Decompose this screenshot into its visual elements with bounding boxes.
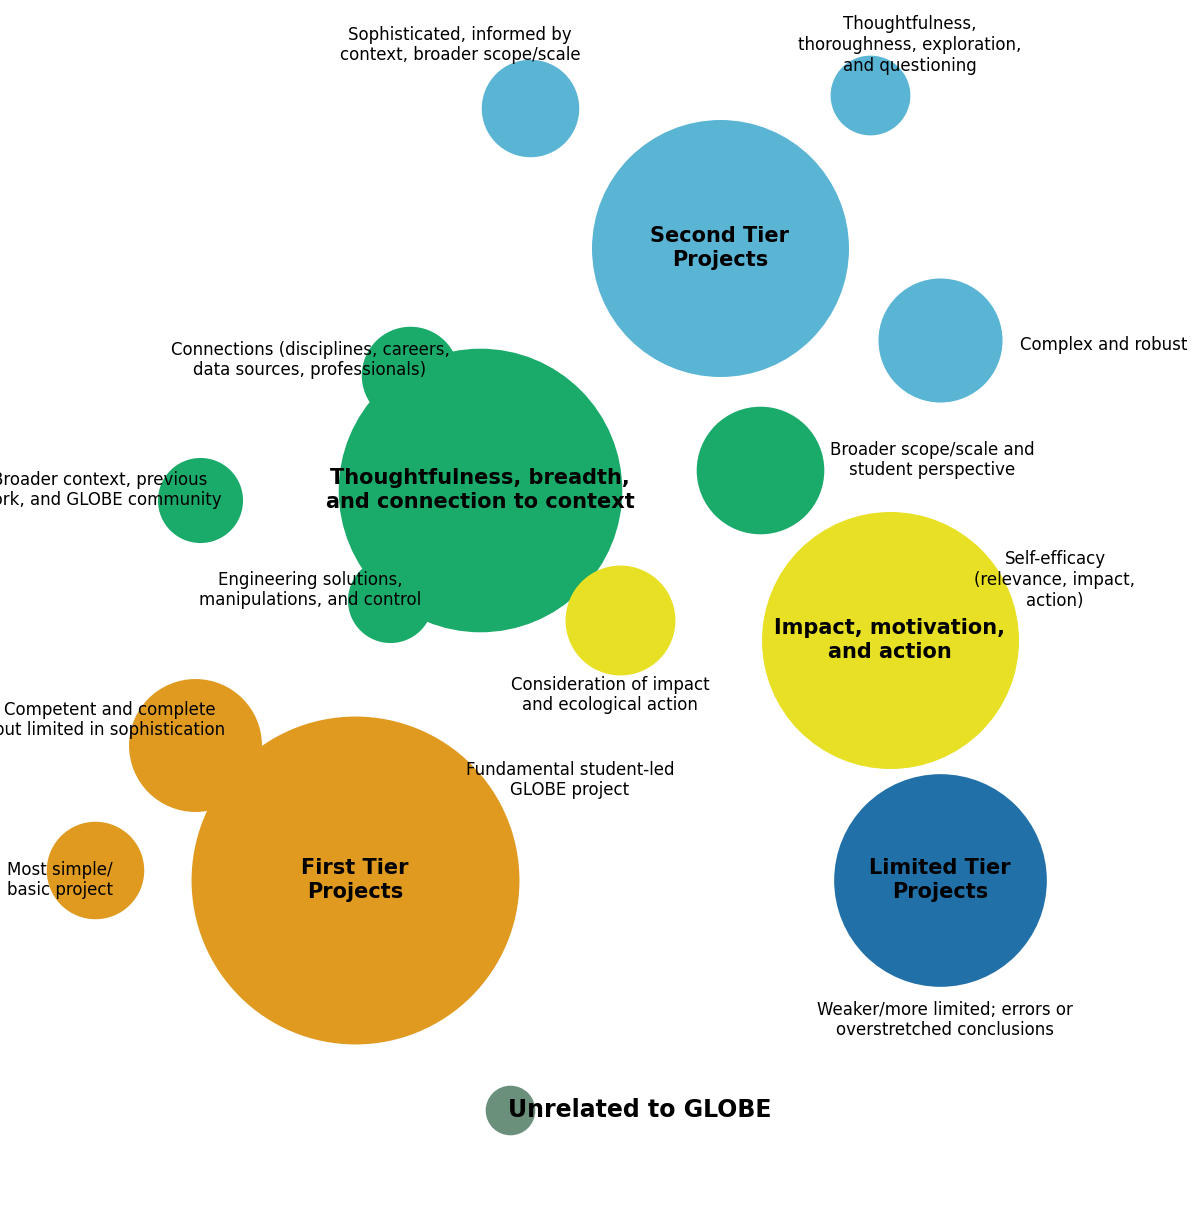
Text: Broader context, previous
work, and GLOBE community: Broader context, previous work, and GLOB… [0, 470, 221, 509]
Text: Sophisticated, informed by
context, broader scope/scale: Sophisticated, informed by context, broa… [340, 25, 581, 64]
Point [710, 239, 730, 258]
Text: Most simple/
basic project: Most simple/ basic project [7, 861, 113, 900]
Point [930, 871, 949, 890]
Point [401, 365, 420, 385]
Point [191, 491, 210, 510]
Point [346, 871, 365, 890]
Text: Unrelated to GLOBE: Unrelated to GLOBE [509, 1097, 772, 1122]
Text: Complex and robust: Complex and robust [1020, 336, 1187, 355]
Text: Impact, motivation,
and action: Impact, motivation, and action [774, 619, 1006, 662]
Point [521, 99, 540, 118]
Point [750, 461, 769, 480]
Text: Thoughtfulness,
thoroughness, exploration,
and questioning: Thoughtfulness, thoroughness, exploratio… [798, 16, 1021, 75]
Text: Second Tier
Projects: Second Tier Projects [650, 227, 790, 270]
Text: Competent and complete
but limited in sophistication: Competent and complete but limited in so… [0, 701, 226, 739]
Text: Consideration of impact
and ecological action: Consideration of impact and ecological a… [511, 675, 709, 714]
Point [500, 1100, 520, 1119]
Text: Engineering solutions,
manipulations, and control: Engineering solutions, manipulations, an… [199, 570, 421, 609]
Text: Broader scope/scale and
student perspective: Broader scope/scale and student perspect… [830, 440, 1034, 480]
Text: Thoughtfulness, breadth,
and connection to context: Thoughtfulness, breadth, and connection … [325, 468, 635, 511]
Text: Weaker/more limited; errors or
overstretched conclusions: Weaker/more limited; errors or overstret… [817, 1001, 1073, 1040]
Point [85, 860, 104, 879]
Text: Self-efficacy
(relevance, impact,
action): Self-efficacy (relevance, impact, action… [974, 550, 1135, 610]
Text: Connections (disciplines, careers,
data sources, professionals): Connections (disciplines, careers, data … [170, 340, 450, 380]
Point [881, 631, 900, 650]
Point [611, 610, 630, 630]
Point [930, 330, 949, 350]
Point [860, 86, 880, 105]
Text: First Tier
Projects: First Tier Projects [301, 859, 409, 902]
Point [185, 736, 204, 755]
Point [380, 591, 400, 610]
Text: Limited Tier
Projects: Limited Tier Projects [869, 859, 1010, 902]
Text: Fundamental student-led
GLOBE project: Fundamental student-led GLOBE project [466, 761, 674, 800]
Point [470, 480, 490, 499]
